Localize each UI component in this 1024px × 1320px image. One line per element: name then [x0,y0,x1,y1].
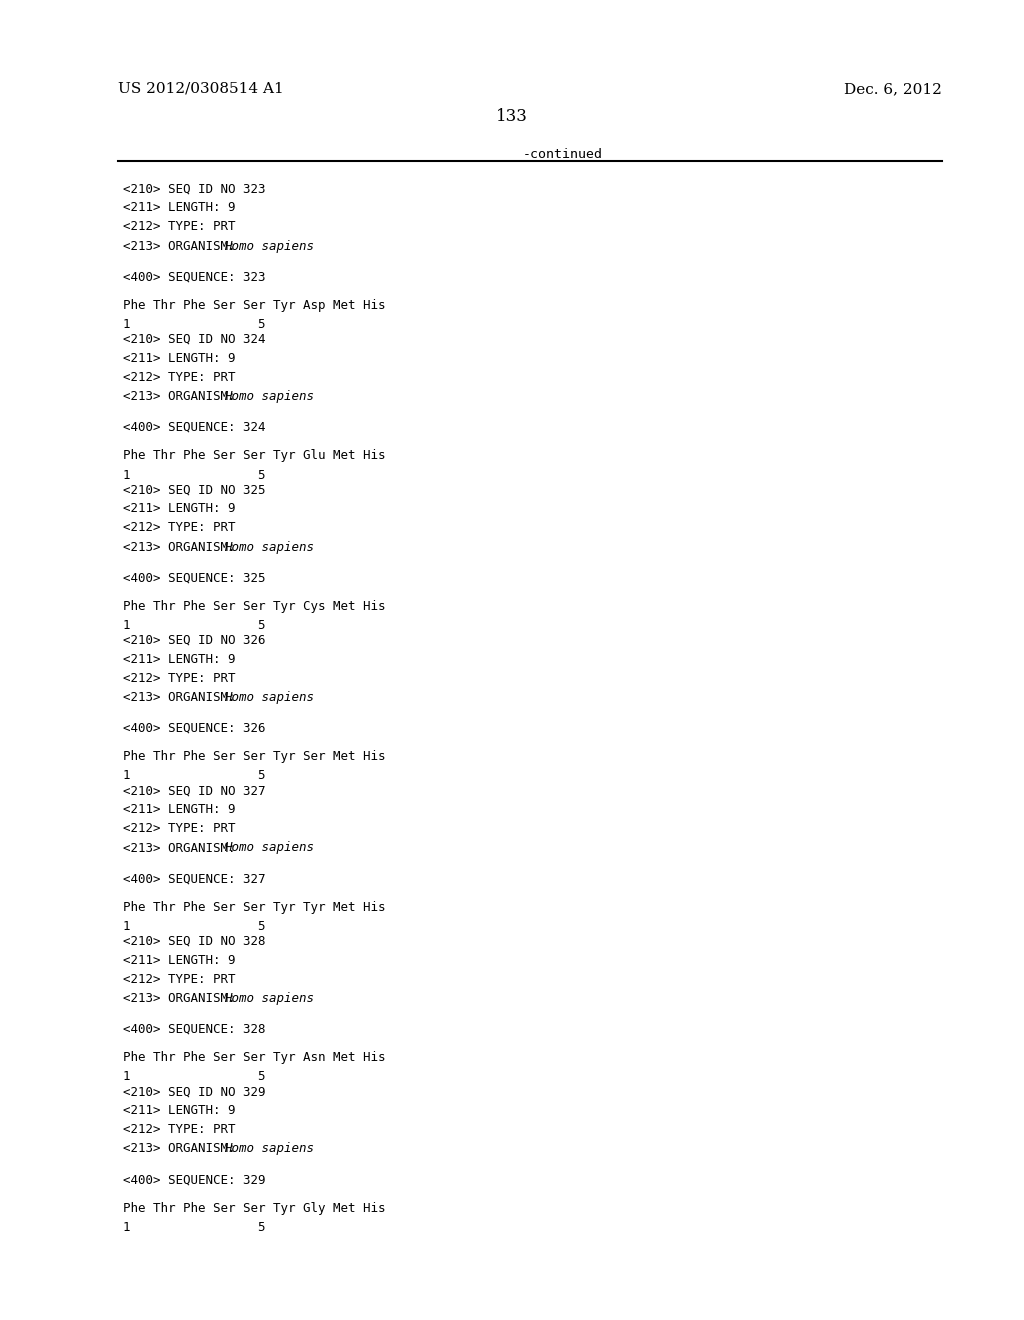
Text: Dec. 6, 2012: Dec. 6, 2012 [844,82,942,96]
Text: Homo sapiens: Homo sapiens [223,391,313,403]
Text: <213> ORGANISM:: <213> ORGANISM: [123,240,243,252]
Text: <400> SEQUENCE: 326: <400> SEQUENCE: 326 [123,722,265,735]
Text: Homo sapiens: Homo sapiens [223,993,313,1005]
Text: <211> LENGTH: 9: <211> LENGTH: 9 [123,351,236,364]
Text: <400> SEQUENCE: 325: <400> SEQUENCE: 325 [123,572,265,585]
Text: <400> SEQUENCE: 327: <400> SEQUENCE: 327 [123,873,265,886]
Text: <212> TYPE: PRT: <212> TYPE: PRT [123,521,236,535]
Text: Phe Thr Phe Ser Ser Tyr Cys Met His: Phe Thr Phe Ser Ser Tyr Cys Met His [123,599,385,612]
Text: <210> SEQ ID NO 323: <210> SEQ ID NO 323 [123,182,265,195]
Text: <210> SEQ ID NO 329: <210> SEQ ID NO 329 [123,1085,265,1098]
Text: US 2012/0308514 A1: US 2012/0308514 A1 [118,82,284,96]
Text: <213> ORGANISM:: <213> ORGANISM: [123,692,243,704]
Text: Phe Thr Phe Ser Ser Tyr Tyr Met His: Phe Thr Phe Ser Ser Tyr Tyr Met His [123,900,385,913]
Text: <211> LENGTH: 9: <211> LENGTH: 9 [123,652,236,665]
Text: <211> LENGTH: 9: <211> LENGTH: 9 [123,954,236,966]
Text: Homo sapiens: Homo sapiens [223,541,313,553]
Text: 1                 5: 1 5 [123,1221,265,1234]
Text: <211> LENGTH: 9: <211> LENGTH: 9 [123,803,236,816]
Text: Phe Thr Phe Ser Ser Tyr Asn Met His: Phe Thr Phe Ser Ser Tyr Asn Met His [123,1051,385,1064]
Text: <212> TYPE: PRT: <212> TYPE: PRT [123,822,236,836]
Text: -continued: -continued [523,148,603,161]
Text: <213> ORGANISM:: <213> ORGANISM: [123,993,243,1005]
Text: 1                 5: 1 5 [123,469,265,482]
Text: <212> TYPE: PRT: <212> TYPE: PRT [123,1123,236,1137]
Text: <210> SEQ ID NO 328: <210> SEQ ID NO 328 [123,935,265,948]
Text: Phe Thr Phe Ser Ser Tyr Asp Met His: Phe Thr Phe Ser Ser Tyr Asp Met His [123,298,385,312]
Text: <210> SEQ ID NO 326: <210> SEQ ID NO 326 [123,634,265,647]
Text: Homo sapiens: Homo sapiens [223,240,313,252]
Text: Homo sapiens: Homo sapiens [223,1143,313,1155]
Text: <213> ORGANISM:: <213> ORGANISM: [123,541,243,553]
Text: <213> ORGANISM:: <213> ORGANISM: [123,1143,243,1155]
Text: 1                 5: 1 5 [123,318,265,331]
Text: <213> ORGANISM:: <213> ORGANISM: [123,842,243,854]
Text: Phe Thr Phe Ser Ser Tyr Gly Met His: Phe Thr Phe Ser Ser Tyr Gly Met His [123,1201,385,1214]
Text: 1                 5: 1 5 [123,1071,265,1084]
Text: Phe Thr Phe Ser Ser Tyr Ser Met His: Phe Thr Phe Ser Ser Tyr Ser Met His [123,750,385,763]
Text: <212> TYPE: PRT: <212> TYPE: PRT [123,220,236,234]
Text: Homo sapiens: Homo sapiens [223,842,313,854]
Text: <210> SEQ ID NO 327: <210> SEQ ID NO 327 [123,784,265,797]
Text: <211> LENGTH: 9: <211> LENGTH: 9 [123,1104,236,1117]
Text: <212> TYPE: PRT: <212> TYPE: PRT [123,672,236,685]
Text: <211> LENGTH: 9: <211> LENGTH: 9 [123,502,236,515]
Text: <211> LENGTH: 9: <211> LENGTH: 9 [123,201,236,214]
Text: 133: 133 [496,108,528,125]
Text: <212> TYPE: PRT: <212> TYPE: PRT [123,371,236,384]
Text: 1                 5: 1 5 [123,770,265,783]
Text: 1                 5: 1 5 [123,920,265,933]
Text: Homo sapiens: Homo sapiens [223,692,313,704]
Text: <212> TYPE: PRT: <212> TYPE: PRT [123,973,236,986]
Text: <400> SEQUENCE: 329: <400> SEQUENCE: 329 [123,1173,265,1187]
Text: <400> SEQUENCE: 323: <400> SEQUENCE: 323 [123,271,265,284]
Text: <210> SEQ ID NO 324: <210> SEQ ID NO 324 [123,333,265,346]
Text: <213> ORGANISM:: <213> ORGANISM: [123,391,243,403]
Text: 1                 5: 1 5 [123,619,265,632]
Text: <400> SEQUENCE: 328: <400> SEQUENCE: 328 [123,1023,265,1036]
Text: <210> SEQ ID NO 325: <210> SEQ ID NO 325 [123,483,265,496]
Text: <400> SEQUENCE: 324: <400> SEQUENCE: 324 [123,421,265,434]
Text: Phe Thr Phe Ser Ser Tyr Glu Met His: Phe Thr Phe Ser Ser Tyr Glu Met His [123,449,385,462]
